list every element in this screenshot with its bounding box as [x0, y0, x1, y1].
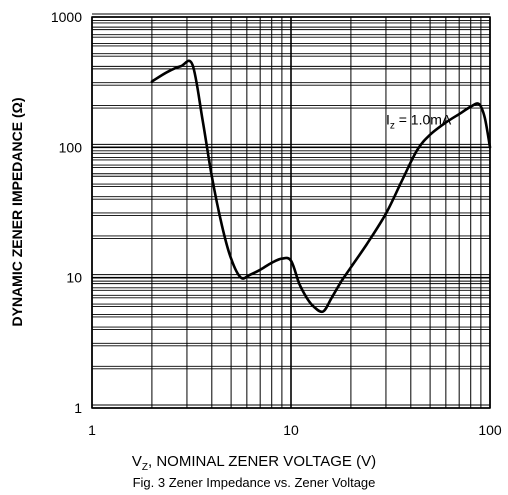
y-tick-label: 1000	[51, 9, 82, 25]
y-axis-label: DYNAMIC ZENER IMPEDANCE (Ω)	[9, 97, 25, 326]
y-tick-labels: 1 10 100 1000	[51, 9, 82, 416]
x-tick-label: 100	[478, 422, 502, 438]
x-tick-labels: 1 10 100	[88, 422, 502, 438]
current-annotation: Iz = 1.0mA	[386, 111, 452, 131]
y-tick-label: 1	[74, 400, 82, 416]
x-axis-label: VZ, NOMINAL ZENER VOLTAGE (V)	[131, 453, 377, 473]
figure-caption: Fig. 3 Zener Impedance vs. Zener Voltage	[132, 475, 376, 490]
minor-grid	[92, 17, 490, 408]
impedance-curve	[150, 59, 492, 314]
y-tick-label: 100	[59, 139, 83, 155]
y-tick-label: 10	[66, 270, 82, 286]
x-tick-label: 1	[88, 422, 96, 438]
x-tick-label: 10	[283, 422, 299, 438]
plot-frame	[91, 16, 491, 409]
